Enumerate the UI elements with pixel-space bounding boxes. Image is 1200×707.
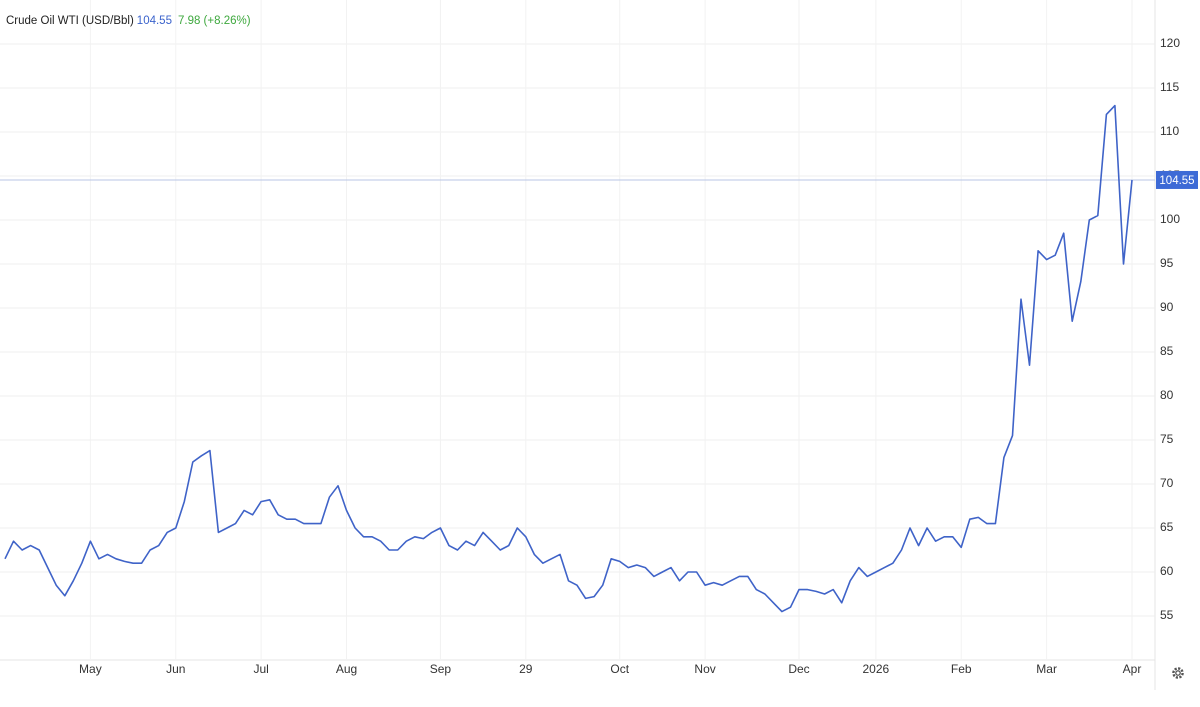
x-tick-label: Feb [951,662,972,676]
y-tick-label: 55 [1160,608,1174,622]
price-line [4,104,1133,613]
x-tick-label: Dec [788,662,809,676]
y-tick-label: 95 [1160,256,1174,270]
x-tick-label: Aug [336,662,357,676]
x-tick-label: 2026 [863,662,890,676]
y-tick-label: 80 [1160,388,1174,402]
x-tick-label: Oct [610,662,629,676]
x-tick-label: 29 [519,662,533,676]
y-tick-label: 60 [1160,564,1174,578]
header: Crude Oil WTI (USD/Bbl) 104.55 7.98 (+8.26… [6,15,251,27]
y-tick-label: 120 [1160,36,1180,50]
instrument-name: Crude Oil WTI (USD/Bbl) [6,15,134,27]
y-tick-label: 75 [1160,432,1174,446]
y-tick-label: 65 [1160,520,1174,534]
y-tick-label: 115 [1160,80,1179,94]
y-tick-label: 70 [1160,476,1174,490]
y-tick-label: 110 [1160,124,1179,138]
settings-icon[interactable] [1172,667,1184,679]
last-price-label: 104.55 [1159,175,1194,187]
x-tick-label: May [79,662,102,676]
price-change: 7.98 (+8.26%) [177,15,251,27]
y-tick-label: 100 [1160,212,1180,226]
x-tick-label: Apr [1123,662,1142,676]
last-price-badge [1156,170,1198,189]
x-tick-label: Sep [430,662,452,676]
y-tick-label: 85 [1160,344,1174,358]
x-tick-label: Jun [166,662,185,676]
x-tick-label: Mar [1036,662,1057,676]
last-price: 104.55 [136,15,172,27]
x-tick-label: Nov [694,662,715,676]
x-tick-label: Jul [253,662,268,676]
y-tick-label: 90 [1160,300,1174,314]
